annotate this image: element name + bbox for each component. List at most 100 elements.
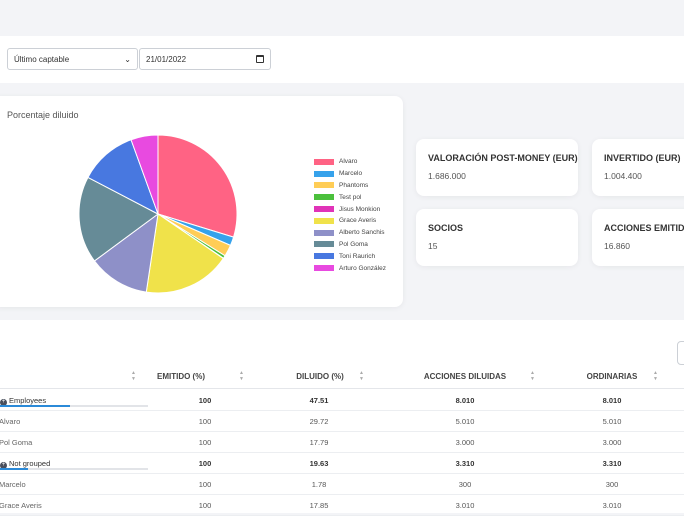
pie-slice-grace-averis[interactable] <box>145 213 224 294</box>
stat-label: VALORACIÓN POST-MONEY (EUR) <box>428 153 578 163</box>
column-header-acciones-diluidas[interactable]: ACCIONES DILUIDAS <box>423 372 507 381</box>
legend-label: Jisus Monkion <box>339 205 381 213</box>
cell-diluido: 17.79 <box>309 437 329 447</box>
stat-value: 1.004.400 <box>604 171 642 181</box>
cell-emitido: 100 <box>198 458 212 468</box>
pie-slice-alberto-sanchis[interactable] <box>93 212 159 293</box>
legend-swatch <box>314 158 334 165</box>
sort-icon[interactable]: ▲ ▼ <box>131 370 136 382</box>
column-header-emitido[interactable]: EMITIDO (%) <box>157 372 205 381</box>
cell-emitido: 100 <box>198 396 212 405</box>
cell-acciones-diluidas: 8.010 <box>455 396 475 405</box>
group-name: + Employees <box>0 396 46 406</box>
sort-icon[interactable]: ▲ ▼ <box>359 370 364 382</box>
pie-slice-pol-goma[interactable] <box>78 176 159 262</box>
table-options-button[interactable] <box>677 341 684 365</box>
cell-diluido: 29.72 <box>309 416 329 426</box>
cell-diluido: 47.51 <box>309 396 329 405</box>
stat-label: INVERTIDO (EUR) <box>604 153 681 163</box>
legend-swatch <box>314 265 334 272</box>
cell-emitido: 100 <box>198 500 212 510</box>
stat-value: 15 <box>428 241 438 251</box>
date-input[interactable]: 21/01/2022 <box>139 48 271 70</box>
pie-slice-arturo-gonz-lez[interactable] <box>130 134 159 215</box>
group-row[interactable]: + Not grouped 100 19.63 3.310 3.310 <box>0 452 684 474</box>
cell-ordinarias: 300 <box>605 479 619 489</box>
group-progress-fill <box>0 405 70 407</box>
pie-chart-card: Porcentaje diluido Alvaro Marcelo Phantoms… <box>0 96 403 307</box>
stat-value: 1.686.000 <box>428 171 466 181</box>
expand-icon[interactable]: + <box>0 461 7 469</box>
chart-title: Porcentaje diluido <box>7 110 79 120</box>
legend-swatch <box>314 206 334 213</box>
group-label: Employees <box>9 396 47 405</box>
shareholder-name: Grace Averis <box>0 500 42 510</box>
legend-swatch <box>314 253 334 260</box>
stat-card-valuation: VALORACIÓN POST-MONEY (EUR) 1.686.000 <box>416 139 578 196</box>
stat-card-shares-issued: ACCIONES EMITIDAS 16.860 <box>592 209 684 266</box>
legend-item[interactable]: Alberto Sanchis <box>314 227 386 239</box>
legend-item[interactable]: Grace Averis <box>314 215 386 227</box>
legend-item[interactable]: Test pol <box>314 191 386 203</box>
legend-item[interactable]: Alvaro <box>314 156 386 168</box>
legend-item[interactable]: Toni Raurich <box>314 250 386 262</box>
legend-label: Pol Goma <box>339 240 368 248</box>
cell-acciones-diluidas: 300 <box>458 479 472 489</box>
sort-icon[interactable]: ▲ ▼ <box>530 370 535 382</box>
legend-swatch <box>314 194 334 201</box>
cell-acciones-diluidas: 3.010 <box>455 500 475 510</box>
chart-legend: Alvaro Marcelo Phantoms Test pol Jisus Monki… <box>314 156 386 274</box>
legend-item[interactable]: Arturo González <box>314 262 386 274</box>
group-progress-fill <box>0 467 29 470</box>
shareholder-name: Alvaro <box>0 416 21 426</box>
legend-label: Test pol <box>339 193 362 201</box>
legend-label: Grace Averis <box>339 217 377 225</box>
cell-emitido: 100 <box>198 479 212 489</box>
legend-label: Toni Raurich <box>339 252 376 260</box>
legend-swatch <box>314 241 334 248</box>
legend-item[interactable]: Marcelo <box>314 168 386 180</box>
chevron-down-icon: ⌄ <box>124 54 131 64</box>
expand-icon[interactable]: + <box>0 399 7 406</box>
sort-icon[interactable]: ▲ ▼ <box>239 370 244 382</box>
table-row: Grace Averis 100 17.85 3.010 3.010 <box>0 494 684 516</box>
cell-ordinarias: 3.310 <box>602 458 622 468</box>
shareholder-name: Pol Goma <box>0 437 33 447</box>
cell-emitido: 100 <box>198 437 212 447</box>
cell-ordinarias: 5.010 <box>602 416 622 426</box>
captable-table: ▲ ▼ EMITIDO (%) ▲ ▼ DILUIDO (%) ▲ ▼ ACCIONE… <box>0 320 684 516</box>
period-select-value: Último captable <box>14 54 70 64</box>
filter-bar: Último captable ⌄ 21/01/2022 <box>0 36 684 83</box>
legend-item[interactable]: Jisus Monkion <box>314 203 386 215</box>
legend-label: Marcelo <box>339 170 363 178</box>
table-row: Alvaro 100 29.72 5.010 5.010 <box>0 410 684 432</box>
cell-diluido: 19.63 <box>309 458 329 468</box>
legend-item[interactable]: Phantoms <box>314 180 386 192</box>
legend-label: Phantoms <box>339 181 369 189</box>
stat-card-invested: INVERTIDO (EUR) 1.004.400 <box>592 139 684 196</box>
legend-swatch <box>314 182 334 189</box>
stat-value: 16.860 <box>604 241 630 251</box>
group-row[interactable]: + Employees 100 47.51 8.010 8.010 <box>0 389 684 411</box>
cell-acciones-diluidas: 3.310 <box>455 458 475 468</box>
shareholder-name: Marcelo <box>0 479 26 489</box>
stat-label: SOCIOS <box>428 223 464 233</box>
group-label: Not grouped <box>9 458 51 468</box>
legend-item[interactable]: Pol Goma <box>314 239 386 251</box>
cell-acciones-diluidas: 5.010 <box>455 416 475 426</box>
cell-emitido: 100 <box>198 416 212 426</box>
table-row: Pol Goma 100 17.79 3.000 3.000 <box>0 431 684 453</box>
column-header-diluido[interactable]: DILUIDO (%) <box>296 372 344 381</box>
column-header-ordinarias[interactable]: ORDINARIAS <box>586 372 638 381</box>
calendar-icon[interactable] <box>256 55 264 63</box>
legend-label: Alvaro <box>339 158 358 166</box>
cell-acciones-diluidas: 3.000 <box>455 437 475 447</box>
date-input-value: 21/01/2022 <box>146 54 187 64</box>
cell-ordinarias: 3.000 <box>602 437 622 447</box>
stat-card-partners: SOCIOS 15 <box>416 209 578 266</box>
sort-icon[interactable]: ▲ ▼ <box>653 370 658 382</box>
cell-ordinarias: 8.010 <box>602 396 622 405</box>
period-select[interactable]: Último captable ⌄ <box>7 48 138 70</box>
header-divider <box>0 388 684 389</box>
pie-slice-alvaro[interactable] <box>157 134 238 238</box>
